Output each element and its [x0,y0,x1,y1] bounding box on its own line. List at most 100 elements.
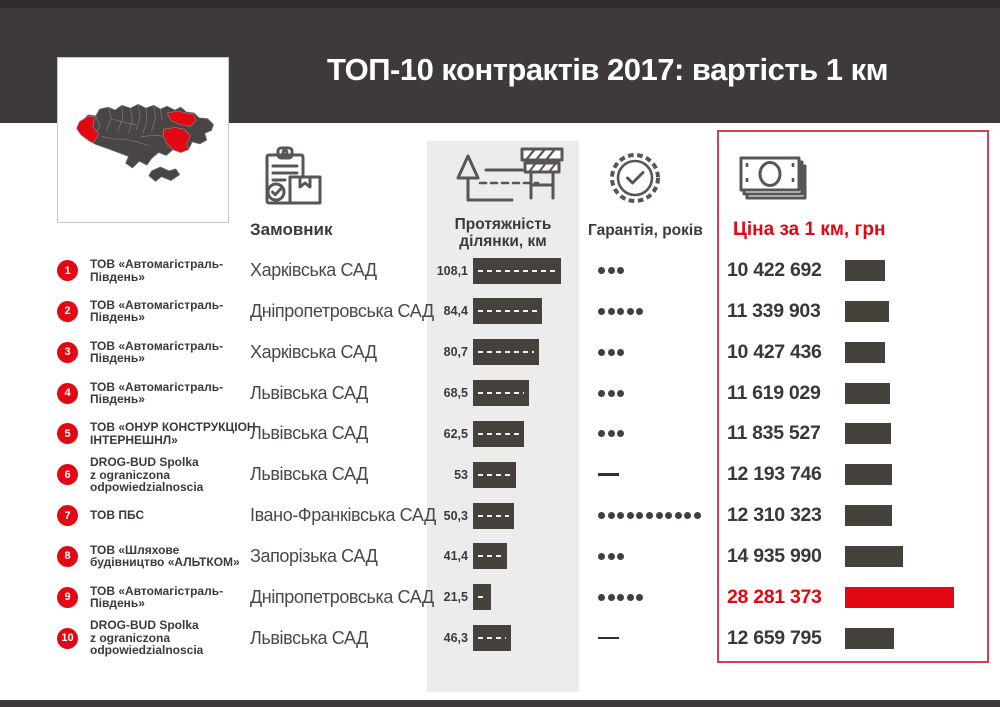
warranty-dot [684,512,692,520]
contractor-line: Південь» [90,310,145,325]
price-bar [845,627,894,649]
length-bar [473,339,539,366]
contractor-line: ТОВ «Автомагістраль- [90,257,224,271]
rank-badge: 6 [57,464,78,486]
contractor-line: ТОВ «Шляхове [90,542,180,557]
table-row: 8 ТОВ «Шляхове будівництво «АЛЬТКОМ» Запо… [0,536,1000,577]
table-row: 2 ТОВ «Автомагістраль- Південь» Дніпропет… [0,291,1000,332]
rank-badge: 5 [57,423,78,445]
warranty-dot [598,512,605,520]
customer-name: Дніпропетровська САД [250,586,434,607]
warranty-cell [598,577,718,618]
rank-number: 8 [64,550,71,563]
contractor-line: ТОВ «ОНУР КОНСТРУКЦІОН [90,420,256,435]
length-bar [473,420,524,447]
warranty-dot [626,512,634,520]
warranty-dot [626,307,634,315]
warranty-dot [598,307,605,315]
table-row: 4 ТОВ «Автомагістраль- Південь» Львівська… [0,373,1000,414]
contractor-line: Південь» [90,351,145,366]
no-warranty-dash [598,636,619,640]
warranty-dot [607,512,615,520]
price-value: 11 339 903 [727,299,821,322]
rank-badge: 9 [57,586,78,608]
road-dash-line [478,269,556,272]
contractor-name: ТОВ «Автомагістраль- Південь» [90,291,250,332]
warranty-cell [598,413,718,454]
table-row: 3 ТОВ «Автомагістраль- Південь» Харківськ… [0,332,1000,373]
warranty-dot [607,348,615,356]
length-bar [473,380,529,407]
price-value: 12 310 323 [727,504,822,527]
price-bar [845,586,954,608]
contractor-line: будівництво «АЛЬТКОМ» [90,555,240,570]
rank-badge: 1 [57,260,78,281]
contractor-name: DROG-BUD Spolka z ograniczona odpowiedzial… [90,454,250,495]
rank-number: 5 [64,427,71,440]
contractor-name: ТОВ «Автомагістраль- Південь» [90,250,250,291]
rank-number: 9 [64,591,71,604]
contractor-line: ТОВ «Автомагістраль- [90,583,224,598]
warranty-dot [598,552,605,560]
warranty-dot [617,552,625,560]
warranty-dot [607,430,615,438]
warranty-dot [598,267,605,274]
warranty-cell [598,454,718,495]
no-warranty-dash [598,473,619,477]
contractor-line: odpowiedzialnoscia [90,643,204,658]
warranty-dot [636,512,644,520]
warranty-dot [607,267,615,274]
contractor-name: ТОВ «Автомагістраль- Південь» [90,373,250,414]
price-bar [845,341,885,363]
contractor-line: ІНТЕРНЕШНЛ» [90,432,178,447]
table-row: 1 ТОВ «Автомагістраль- Південь» Харківськ… [0,250,1000,291]
warranty-dot [598,593,605,601]
rank-badge: 4 [57,382,78,404]
warranty-cell [598,250,718,291]
length-value: 84,4 [443,304,468,319]
price-bar [845,464,892,486]
column-header-length-line2: ділянки, км [459,233,547,250]
warranty-dot [665,512,673,520]
warranty-badge-icon [607,150,663,206]
road-length-icon [438,146,566,214]
column-header-price: Ціна за 1 км, грн [733,219,886,240]
price-bar [845,382,890,404]
contractor-line: ТОВ «Автомагістраль- [90,379,224,394]
warranty-dot [617,593,625,601]
price-value: 11 619 029 [727,381,821,404]
price-bar [845,300,889,322]
length-bar [473,461,516,488]
warranty-cell [598,495,718,536]
price-value: 11 835 527 [727,422,821,445]
price-value: 12 193 746 [727,463,822,486]
customer-name: Івано-Франківська САД [250,505,436,526]
rank-number: 4 [64,387,71,400]
contractor-line: ТОВ «Автомагістраль- [90,297,224,312]
ukraine-map [57,57,229,223]
length-bar [473,502,514,529]
customer-name: Харківська САД [250,260,377,280]
customer-name: Харківська САД [250,341,377,362]
road-dash-line [478,637,506,640]
table-row: 7 ТОВ ПБС Івано-Франківська САД 50,3 12 … [0,495,1000,536]
contractor-line: odpowiedzialnoscia [90,480,204,494]
warranty-dot [655,512,663,520]
contractor-name: ТОВ ПБС [90,495,250,536]
road-dash-line [478,310,537,313]
contractor-line: Південь» [90,269,145,284]
price-bar [845,423,891,445]
length-bar [473,625,511,652]
column-header-length-line1: Протяжність [454,216,552,233]
warranty-dot [617,512,625,520]
warranty-dot [617,348,625,356]
warranty-cell [598,618,718,659]
money-banknote-icon [731,150,809,212]
customer-name: Львівська САД [250,423,368,444]
length-value: 53 [454,467,468,482]
length-value: 21,5 [443,590,468,605]
table-row: 5 ТОВ «ОНУР КОНСТРУКЦІОН ІНТЕРНЕШНЛ» Льві… [0,413,1000,454]
length-value: 41,4 [443,549,468,564]
rank-badge: 2 [57,300,78,322]
contractor-name: ТОВ «Автомагістраль- Південь» [90,332,250,373]
